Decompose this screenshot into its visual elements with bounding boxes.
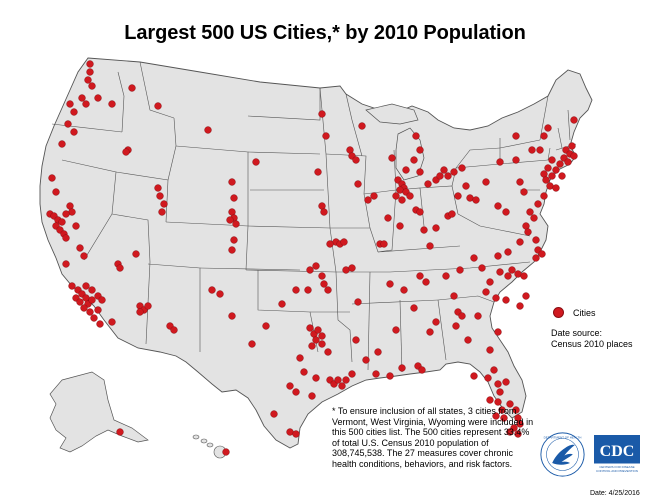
alaska: [49, 371, 149, 453]
agency-logos: DEPARTMENT OF HEALTH CDC CENTERS FOR DIS…: [539, 431, 640, 478]
data-source: Date source: Census 2010 places: [551, 328, 633, 350]
map-title: Largest 500 US Cities,* by 2010 Populati…: [124, 22, 526, 44]
svg-text:CDC: CDC: [600, 443, 635, 460]
source-value: Census 2010 places: [551, 339, 633, 349]
svg-text:DEPARTMENT OF HEALTH: DEPARTMENT OF HEALTH: [544, 436, 582, 440]
footnote: * To ensure inclusion of all states, 3 c…: [332, 406, 534, 469]
michigan-upper: [365, 103, 419, 125]
city-dot-icon: [553, 307, 564, 318]
svg-text:CENTERS FOR DISEASE: CENTERS FOR DISEASE: [599, 465, 634, 469]
michigan-lower: [395, 127, 425, 181]
contiguous-us-landmass: [39, 57, 593, 449]
legend-label: Cities: [573, 307, 596, 318]
legend-item-cities: Cities: [551, 307, 633, 318]
svg-text:CONTROL AND PREVENTION: CONTROL AND PREVENTION: [596, 469, 638, 473]
date-stamp: Date: 4/25/2016: [590, 490, 640, 497]
cdc-logo-icon: CDC CENTERS FOR DISEASE CONTROL AND PREV…: [594, 434, 640, 473]
legend: Cities Date source: Census 2010 places: [551, 307, 633, 350]
hhs-seal-icon: DEPARTMENT OF HEALTH: [540, 432, 585, 477]
hawaii: [192, 434, 227, 459]
source-label: Date source:: [551, 328, 603, 338]
city-dots: [46, 60, 578, 456]
